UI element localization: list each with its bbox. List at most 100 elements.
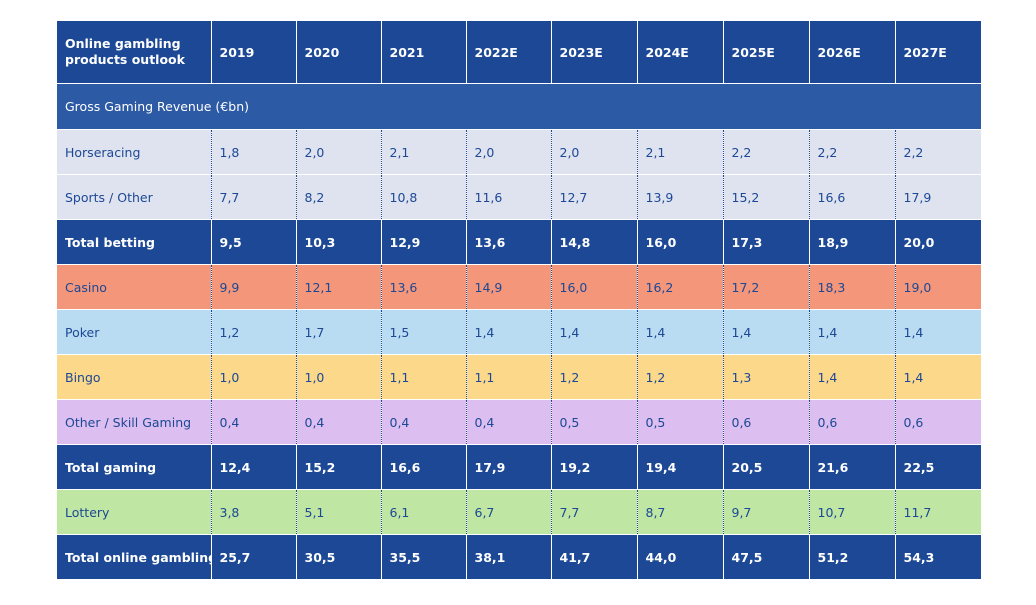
table-row: Bingo 1,0 1,0 1,1 1,1 1,2 1,2 1,3 1,4 1,4 bbox=[57, 354, 981, 400]
total-row: Total betting 9,5 10,3 12,9 13,6 14,8 16,0 17,3… bbox=[57, 219, 981, 265]
table-cell: 12,9 bbox=[380, 219, 466, 265]
row-label: Total online gambling bbox=[57, 534, 211, 579]
table-cell: 1,4 bbox=[894, 309, 981, 355]
table-cell: 13,6 bbox=[465, 219, 551, 265]
table-cell: 6,7 bbox=[465, 489, 551, 535]
table-cell: 0,6 bbox=[722, 399, 809, 445]
table-cell: 1,4 bbox=[722, 309, 809, 355]
table-cell: 13,9 bbox=[636, 174, 723, 220]
table-cell: 20,0 bbox=[894, 219, 981, 265]
table-cell: 2,2 bbox=[722, 129, 809, 175]
table-title: Online gambling products outlook bbox=[57, 21, 211, 84]
table-row: Lottery 3,8 5,1 6,1 6,7 7,7 8,7 9,7 10,7 11,7 bbox=[57, 489, 981, 535]
table-cell: 15,2 bbox=[722, 174, 809, 220]
table-cell: 17,2 bbox=[722, 264, 809, 310]
table-cell: 0,5 bbox=[550, 399, 637, 445]
row-label: Other / Skill Gaming bbox=[57, 399, 211, 445]
row-label: Casino bbox=[57, 264, 211, 310]
table-cell: 8,7 bbox=[636, 489, 723, 535]
table-cell: 17,3 bbox=[722, 219, 809, 265]
table-cell: 38,1 bbox=[465, 534, 551, 579]
table-cell: 19,2 bbox=[550, 444, 637, 490]
table-cell: 15,2 bbox=[295, 444, 381, 490]
table-cell: 2,1 bbox=[380, 129, 466, 175]
total-row: Total gaming 12,4 15,2 16,6 17,9 19,2 19,4 20,5… bbox=[57, 444, 981, 490]
table-cell: 1,7 bbox=[295, 309, 381, 355]
table-cell: 21,6 bbox=[808, 444, 895, 490]
table-cell: 9,5 bbox=[210, 219, 296, 265]
table-cell: 25,7 bbox=[210, 534, 296, 579]
row-label: Total betting bbox=[57, 219, 211, 265]
table-cell: 1,4 bbox=[550, 309, 637, 355]
table-cell: 1,0 bbox=[295, 354, 381, 400]
column-header: 2024E bbox=[636, 21, 723, 84]
table-cell: 9,9 bbox=[210, 264, 296, 310]
table-cell: 7,7 bbox=[210, 174, 296, 220]
table-cell: 30,5 bbox=[295, 534, 381, 579]
table-cell: 18,3 bbox=[808, 264, 895, 310]
gambling-outlook-table: Online gambling products outlook 2019 202… bbox=[57, 21, 981, 579]
table-cell: 1,8 bbox=[210, 129, 296, 175]
table-row: Casino 9,9 12,1 13,6 14,9 16,0 16,2 17,2 18,3 19,… bbox=[57, 264, 981, 310]
table-cell: 51,2 bbox=[808, 534, 895, 579]
table-cell: 14,8 bbox=[550, 219, 637, 265]
table-cell: 19,0 bbox=[894, 264, 981, 310]
table-cell: 10,3 bbox=[295, 219, 381, 265]
table-cell: 0,4 bbox=[295, 399, 381, 445]
table-cell: 1,4 bbox=[808, 354, 895, 400]
table-cell: 1,1 bbox=[380, 354, 466, 400]
table-cell: 17,9 bbox=[894, 174, 981, 220]
table-cell: 10,8 bbox=[380, 174, 466, 220]
table-cell: 1,4 bbox=[894, 354, 981, 400]
table-cell: 5,1 bbox=[295, 489, 381, 535]
table-cell: 13,6 bbox=[380, 264, 466, 310]
table-cell: 14,9 bbox=[465, 264, 551, 310]
table-cell: 44,0 bbox=[636, 534, 723, 579]
table-cell: 12,4 bbox=[210, 444, 296, 490]
table-cell: 1,3 bbox=[722, 354, 809, 400]
table-cell: 18,9 bbox=[808, 219, 895, 265]
column-header: 2022E bbox=[465, 21, 551, 84]
table-cell: 0,4 bbox=[210, 399, 296, 445]
table-cell: 6,1 bbox=[380, 489, 466, 535]
table-cell: 10,7 bbox=[808, 489, 895, 535]
row-label: Bingo bbox=[57, 354, 211, 400]
total-row: Total online gambling 25,7 30,5 35,5 38,1 41,… bbox=[57, 534, 981, 579]
column-header: 2026E bbox=[808, 21, 895, 84]
table-cell: 22,5 bbox=[894, 444, 981, 490]
column-header: 2020 bbox=[295, 21, 381, 84]
section-label: Gross Gaming Revenue (€bn) bbox=[57, 83, 981, 130]
table-cell: 16,6 bbox=[808, 174, 895, 220]
column-header: 2023E bbox=[550, 21, 637, 84]
table-cell: 16,0 bbox=[550, 264, 637, 310]
table-cell: 1,1 bbox=[465, 354, 551, 400]
table-cell: 19,4 bbox=[636, 444, 723, 490]
table-cell: 1,0 bbox=[210, 354, 296, 400]
column-header: 2027E bbox=[894, 21, 981, 84]
table-cell: 1,4 bbox=[465, 309, 551, 355]
table-cell: 2,0 bbox=[465, 129, 551, 175]
table-cell: 11,7 bbox=[894, 489, 981, 535]
header-row: Online gambling products outlook 2019 202… bbox=[57, 21, 981, 84]
column-header: 2021 bbox=[380, 21, 466, 84]
row-label: Total gaming bbox=[57, 444, 211, 490]
table-cell: 2,0 bbox=[550, 129, 637, 175]
table-cell: 35,5 bbox=[380, 534, 466, 579]
table-cell: 2,2 bbox=[808, 129, 895, 175]
table-cell: 0,4 bbox=[465, 399, 551, 445]
table-cell: 2,0 bbox=[295, 129, 381, 175]
table-cell: 16,2 bbox=[636, 264, 723, 310]
row-label: Lottery bbox=[57, 489, 211, 535]
row-label: Sports / Other bbox=[57, 174, 211, 220]
table-cell: 1,4 bbox=[636, 309, 723, 355]
row-label: Poker bbox=[57, 309, 211, 355]
table-cell: 8,2 bbox=[295, 174, 381, 220]
table-cell: 0,6 bbox=[808, 399, 895, 445]
table-row: Other / Skill Gaming 0,4 0,4 0,4 0,4 0,5 0,5 0,… bbox=[57, 399, 981, 445]
table-cell: 1,2 bbox=[550, 354, 637, 400]
row-label: Horseracing bbox=[57, 129, 211, 175]
table-cell: 17,9 bbox=[465, 444, 551, 490]
table-body: Horseracing 1,8 2,0 2,1 2,0 2,0 2,1 2,2 2,2 2,2 Sp… bbox=[57, 129, 981, 579]
table-cell: 54,3 bbox=[894, 534, 981, 579]
table-cell: 1,5 bbox=[380, 309, 466, 355]
